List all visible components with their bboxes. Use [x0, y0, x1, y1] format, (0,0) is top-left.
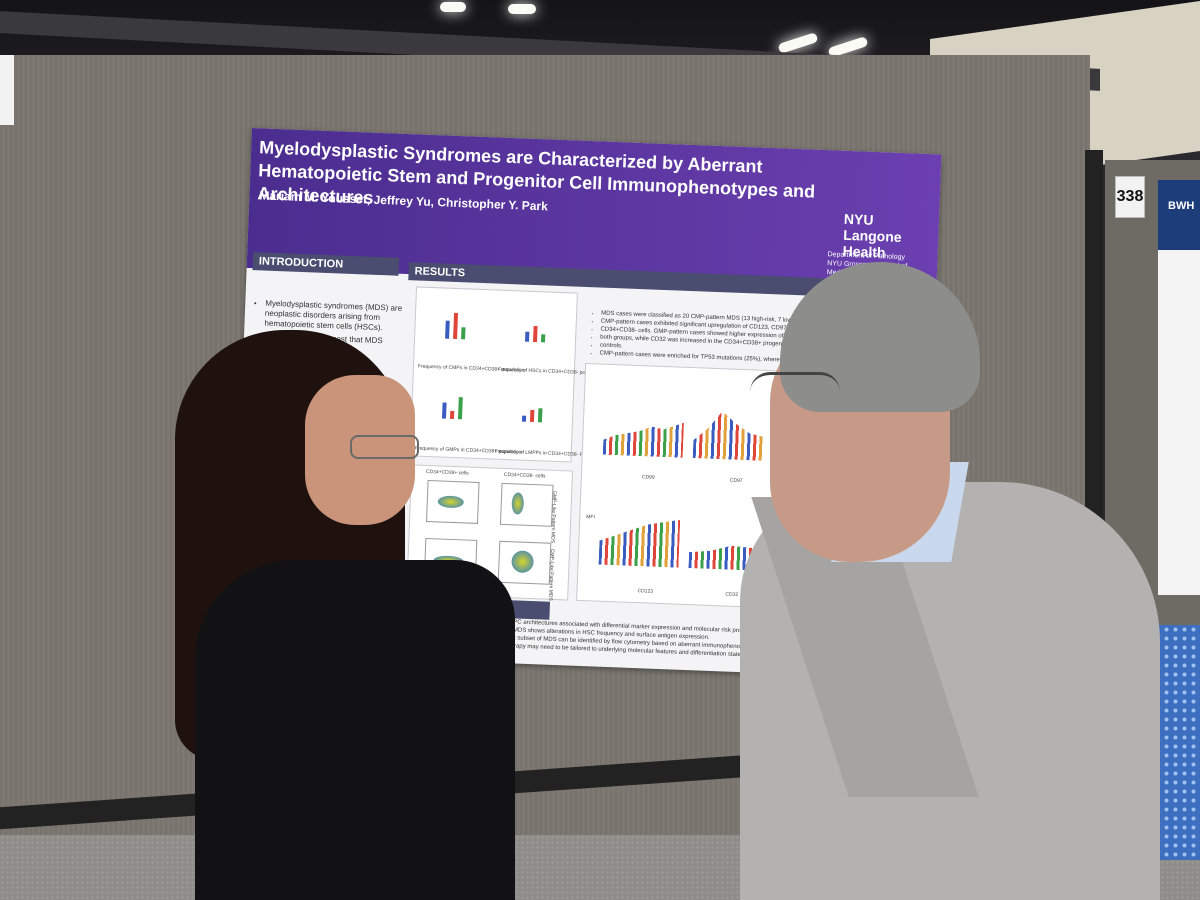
bar	[532, 325, 538, 343]
glasses-icon	[350, 435, 419, 459]
neighbor-poster-header	[1158, 180, 1200, 250]
figure-caption: CMP-Like Pattern MDS	[547, 548, 556, 601]
dot-plot	[598, 505, 680, 568]
bar-group	[521, 392, 563, 424]
poster-title: Myelodysplastic Syndromes are Characteri…	[257, 137, 816, 208]
bar	[537, 408, 543, 423]
axis-label: CD123	[637, 588, 654, 595]
dot-plot	[603, 405, 685, 458]
bar	[540, 334, 546, 343]
bar	[529, 409, 535, 423]
neighbor-poster: BWH	[1158, 180, 1200, 595]
neighbor-poster-logo: BWH	[1168, 200, 1195, 212]
bar	[525, 331, 530, 342]
paper-sheet	[0, 55, 14, 125]
bar-group	[525, 312, 566, 344]
woman-presenter	[155, 330, 515, 900]
ceiling-light	[508, 4, 536, 14]
axis-label: CD99	[641, 474, 655, 481]
woman-black-jacket	[195, 560, 515, 900]
man-hair	[780, 262, 980, 412]
figure-caption: GMP-Like Pattern MDS	[549, 490, 558, 544]
woman-face	[305, 375, 415, 525]
ceiling-light	[440, 2, 466, 12]
glasses-icon	[750, 372, 840, 415]
axis-label: MFI	[586, 514, 596, 521]
axis-label: CD32	[725, 591, 739, 599]
bar	[521, 415, 527, 422]
booth-number-card: 338	[1115, 176, 1145, 218]
ceiling-light	[777, 32, 819, 54]
man-visitor	[740, 262, 1160, 900]
